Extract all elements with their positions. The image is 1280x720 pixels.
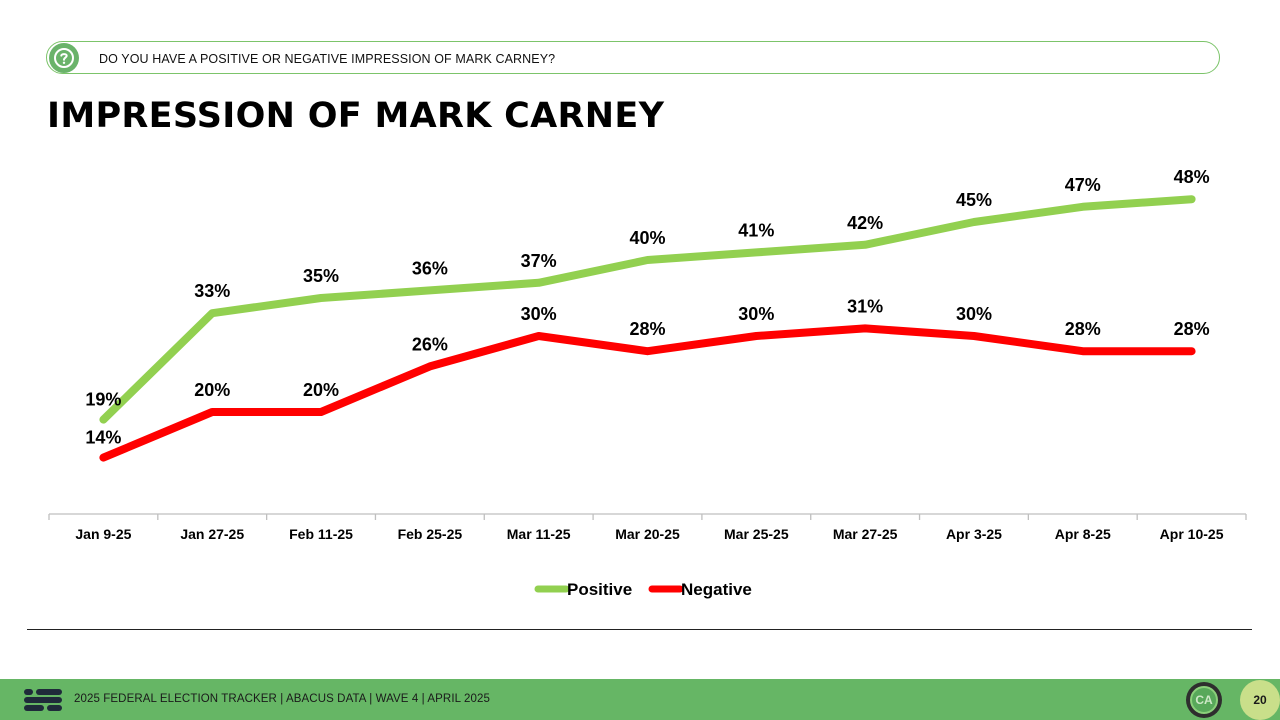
question-text: DO YOU HAVE A POSITIVE OR NEGATIVE IMPRE…: [99, 52, 556, 66]
x-tick-label: Mar 25-25: [724, 526, 789, 542]
data-label-negative: 30%: [956, 304, 992, 324]
data-label-positive: 35%: [303, 266, 339, 286]
x-tick-label: Apr 8-25: [1055, 526, 1111, 542]
data-label-positive: 36%: [412, 258, 448, 278]
impression-line-chart: Jan 9-25 Jan 27-25 Feb 11-25 Feb 25-25 Mar 1…: [48, 167, 1247, 599]
data-label-negative: 20%: [194, 380, 230, 400]
data-label-positive: 33%: [194, 281, 230, 301]
data-label-negative: 30%: [521, 304, 557, 324]
series-line-positive: [99, 195, 1196, 424]
data-label-negative: 30%: [738, 304, 774, 324]
ca-badge-label: CA: [1190, 686, 1218, 714]
data-label-positive: 42%: [847, 213, 883, 233]
x-tick-label: Mar 20-25: [615, 526, 680, 542]
data-label-negative: 14%: [85, 428, 121, 448]
data-label-negative: 28%: [1065, 319, 1101, 339]
data-label-negative: 20%: [303, 380, 339, 400]
page-number-label: 20: [1240, 680, 1280, 720]
x-tick-label: Apr 10-25: [1160, 526, 1224, 542]
footer-text: 2025 FEDERAL ELECTION TRACKER | ABACUS D…: [74, 693, 490, 705]
data-label-negative: 31%: [847, 296, 883, 316]
data-label-positive: 37%: [521, 251, 557, 271]
question-bar: DO YOU HAVE A POSITIVE OR NEGATIVE IMPRE…: [46, 41, 1220, 74]
x-tick-label: Feb 25-25: [398, 526, 463, 542]
x-tick-label: Mar 11-25: [507, 526, 571, 542]
x-tick-label: Jan 27-25: [180, 526, 244, 542]
page-title: IMPRESSION OF MARK CARNEY: [47, 96, 665, 136]
data-label-negative: 28%: [629, 319, 665, 339]
data-label-positive: 41%: [738, 220, 774, 240]
data-label-positive: 47%: [1065, 175, 1101, 195]
legend-label-positive: Positive: [567, 580, 632, 599]
data-label-positive: 45%: [956, 190, 992, 210]
x-tick-label: Mar 27-25: [833, 526, 898, 542]
ca-badge: CA: [1186, 682, 1222, 718]
data-label-positive: 48%: [1174, 167, 1210, 187]
footer-bar: 2025 FEDERAL ELECTION TRACKER | ABACUS D…: [0, 679, 1280, 720]
legend-label-negative: Negative: [681, 580, 752, 599]
page-number: 20: [1240, 679, 1280, 720]
x-tick-label: Feb 11-25: [289, 526, 353, 542]
data-label-positive: 40%: [629, 228, 665, 248]
x-tick-label: Jan 9-25: [75, 526, 131, 542]
data-label-negative: 26%: [412, 334, 448, 354]
data-label-positive: 19%: [85, 390, 121, 410]
separator-line: [27, 629, 1252, 630]
series-line-negative: [99, 324, 1196, 462]
abacus-logo-icon: [24, 689, 62, 711]
data-label-negative: 28%: [1174, 319, 1210, 339]
x-tick-label: Apr 3-25: [946, 526, 1002, 542]
question-mark-icon: [49, 43, 79, 73]
